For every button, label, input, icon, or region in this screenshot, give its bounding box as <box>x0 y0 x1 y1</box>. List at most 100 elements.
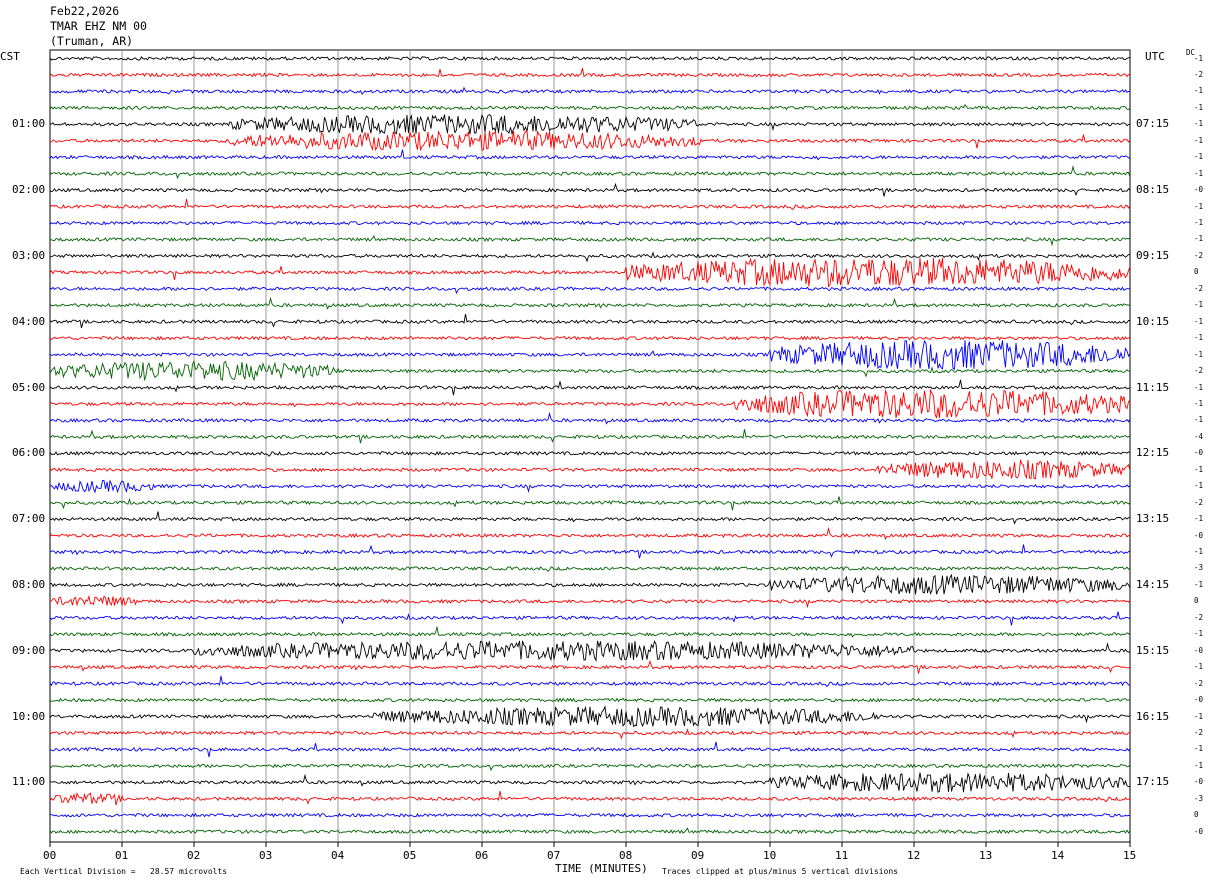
utc-hour-label: 17:15 <box>1136 775 1170 789</box>
dc-offset-value: -1 <box>1194 333 1204 343</box>
seismogram-trace-34 <box>50 594 1131 609</box>
station-label: TMAR EHZ NM 00 <box>50 19 147 33</box>
dc-offset-value: -0 <box>1194 695 1204 705</box>
dc-offset-value: -1 <box>1194 300 1204 310</box>
utc-axis-title: UTC <box>1145 50 1165 63</box>
x-tick-label: 07 <box>547 849 561 862</box>
dc-offset-value: -1 <box>1194 629 1204 639</box>
seismogram-trace-20 <box>49 359 1131 382</box>
x-tick-label: 00 <box>43 849 57 862</box>
dc-offset-value: -1 <box>1194 349 1204 359</box>
clip-note: Traces clipped at plus/minus 5 vertical … <box>662 867 899 876</box>
seismogram-trace-31 <box>49 544 1131 559</box>
dc-offset-value: -2 <box>1194 69 1204 79</box>
dc-offset-value: -1 <box>1194 234 1204 244</box>
seismogram-trace-29 <box>49 511 1131 525</box>
location-label: (Truman, AR) <box>50 34 134 48</box>
seismogram-trace-25 <box>49 450 1131 457</box>
dc-offset-value: -2 <box>1194 612 1204 622</box>
seismogram-trace-41 <box>49 705 1131 728</box>
seismogram-trace-44 <box>49 763 1131 772</box>
dc-offset-value: -0 <box>1194 530 1204 540</box>
dc-offset-value: -1 <box>1194 135 1204 145</box>
utc-hour-label: 13:15 <box>1136 512 1170 526</box>
seismogram-trace-6 <box>49 130 1131 152</box>
x-tick-label: 08 <box>619 849 633 862</box>
dc-offset-value: -1 <box>1194 102 1204 112</box>
dc-offset-value: -1 <box>1194 662 1204 672</box>
x-tick-label: 11 <box>835 849 849 862</box>
seismogram-trace-26 <box>49 458 1131 480</box>
cst-hour-label: 03:00 <box>12 248 46 262</box>
plot-frame <box>49 49 1131 843</box>
dc-offset-value: -0 <box>1194 645 1204 655</box>
dc-offset-value: -2 <box>1194 678 1204 688</box>
cst-hour-label: 11:00 <box>12 775 46 789</box>
seismogram-trace-14 <box>49 257 1131 288</box>
dc-offset-value: -3 <box>1194 793 1204 803</box>
x-tick-label: 04 <box>331 849 345 862</box>
dc-offset-value: -1 <box>1194 86 1204 96</box>
utc-hour-label: 12:15 <box>1136 446 1170 460</box>
seismogram-trace-17 <box>49 314 1131 329</box>
seismogram-trace-1 <box>49 56 1131 62</box>
dc-offset-value: -0 <box>1194 826 1204 836</box>
cst-hour-label: 06:00 <box>12 446 46 460</box>
dc-offset-value: -1 <box>1194 547 1204 556</box>
seismogram-trace-7 <box>49 149 1131 161</box>
utc-hour-label: 16:15 <box>1136 709 1170 723</box>
dc-offset-value: -4 <box>1194 431 1204 441</box>
dc-offset-value: -1 <box>1194 481 1204 491</box>
seismogram-trace-23 <box>49 411 1131 425</box>
seismogram-trace-47 <box>49 812 1131 818</box>
dc-offset-value: -1 <box>1194 382 1204 392</box>
dc-offset-value: -1 <box>1194 119 1204 129</box>
scale-note: Each Vertical Division = 28.57 microvolt… <box>20 867 228 876</box>
seismogram-trace-11 <box>49 220 1131 226</box>
x-axis-title: TIME (MINUTES) <box>555 862 648 875</box>
seismogram-trace-27 <box>49 479 1131 494</box>
cst-hour-label: 05:00 <box>12 380 46 394</box>
seismogram-trace-38 <box>49 659 1131 674</box>
dc-offset-value: -1 <box>1194 201 1204 211</box>
dc-offset-value: -1 <box>1194 53 1204 63</box>
seismogram-trace-3 <box>49 86 1131 96</box>
seismogram-trace-2 <box>49 67 1131 78</box>
cst-axis-title: CST <box>0 50 20 63</box>
dc-offset-value: 0 <box>1194 596 1199 606</box>
date-label: Feb22,2026 <box>50 4 120 18</box>
dc-label: DC <box>1186 48 1196 57</box>
dc-offset-value: -1 <box>1194 744 1204 754</box>
x-tick-label: 14 <box>1051 849 1065 862</box>
seismogram-trace-33 <box>49 573 1131 596</box>
seismogram-trace-43 <box>49 741 1131 758</box>
dc-offset-value: -2 <box>1194 497 1204 507</box>
seismogram-trace-37 <box>49 640 1131 663</box>
dc-offset-value: -1 <box>1194 398 1204 408</box>
dc-offset-value: -2 <box>1194 283 1204 293</box>
seismogram-trace-39 <box>49 675 1131 688</box>
seismogram-trace-21 <box>49 379 1131 396</box>
utc-hour-label: 08:15 <box>1136 183 1170 197</box>
seismogram-trace-48 <box>49 827 1131 835</box>
utc-hour-label: 14:15 <box>1136 577 1170 591</box>
dc-offset-value: 0 <box>1194 810 1199 820</box>
dc-offset-value: -1 <box>1194 415 1204 425</box>
cst-hour-label: 02:00 <box>12 183 46 197</box>
x-tick-label: 01 <box>115 849 129 862</box>
seismogram-trace-42 <box>49 728 1131 740</box>
seismogram-trace-32 <box>49 565 1131 573</box>
seismogram-trace-35 <box>49 611 1131 626</box>
cst-hour-label: 10:00 <box>12 709 46 723</box>
seismogram-trace-46 <box>49 791 1131 806</box>
dc-offset-value: 0 <box>1194 267 1199 277</box>
x-tick-label: 09 <box>691 849 705 862</box>
cst-hour-label: 09:00 <box>12 643 46 657</box>
seismogram-trace-9 <box>49 182 1131 197</box>
utc-hour-label: 09:15 <box>1136 248 1170 262</box>
dc-offset-value: -0 <box>1194 185 1204 195</box>
dc-offset-value: -2 <box>1194 366 1204 376</box>
x-tick-label: 06 <box>475 849 489 862</box>
utc-hour-label: 15:15 <box>1136 643 1170 657</box>
x-tick-label: 03 <box>259 849 273 862</box>
